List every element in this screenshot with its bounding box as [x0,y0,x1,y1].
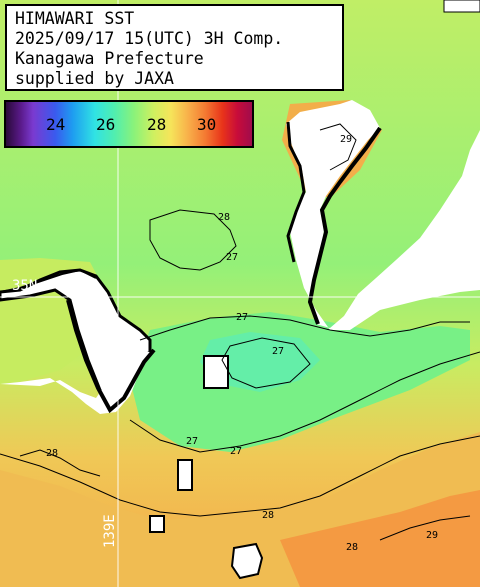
contour-28 [0,435,480,517]
contour-inner-pocket [221,337,311,389]
contour-27-lower [129,351,480,453]
contour-label: 28 [346,542,359,553]
coastline-east [307,126,382,325]
warmest-water-south [280,490,480,587]
map-region: Kanagawa Prefecture [15,49,204,68]
contour-label: 28 [262,510,275,521]
contour-28-bay [19,449,101,477]
contour-label: 27 [236,312,249,323]
map-title: HIMAWARI SST [15,9,135,28]
island-tiny [149,515,165,533]
land-boso-peninsula [286,100,480,330]
grid-label-139e: 139E [102,514,118,548]
contour-label: 27 [226,252,239,263]
contour-label: 27 [186,436,199,447]
coastline-west-upper [0,268,97,293]
contour-lines [0,123,480,541]
coastline-northeast [286,121,306,263]
contour-28-northeast [319,123,357,171]
contour-27-north [149,209,237,271]
island-small-south [177,459,193,491]
sst-colorbar: 24 26 28 30 [4,100,254,148]
coastline-west [66,299,156,414]
grid-label-35n-right: 35N [446,278,472,294]
contour-label: 29 [426,530,439,541]
contour-29-south [379,515,471,541]
contour-label: 28 [46,448,59,459]
island-southeast [230,542,264,580]
contour-27-central [139,315,470,341]
colorbar-tick-30: 30 [197,115,217,134]
land-bay-head [0,350,150,414]
map-supplier: supplied by JAXA [15,69,174,88]
colorbar-tick-24: 24 [46,115,66,134]
contour-label: 29 [340,134,353,145]
island-central [203,355,229,389]
map-info-box: HIMAWARI SST 2025/09/17 15(UTC) 3H Comp.… [5,4,344,91]
colorbar-tick-28: 28 [147,115,167,134]
colorbar-tick-26: 26 [96,115,116,134]
contour-label: 27 [230,446,243,457]
map-timestamp: 2025/09/17 15(UTC) 3H Comp. [15,29,284,48]
contour-label: 28 [218,212,231,223]
grid-label-35n-left: 35N [12,278,38,294]
island-top-right [443,0,480,13]
contour-label: 27 [272,346,285,357]
